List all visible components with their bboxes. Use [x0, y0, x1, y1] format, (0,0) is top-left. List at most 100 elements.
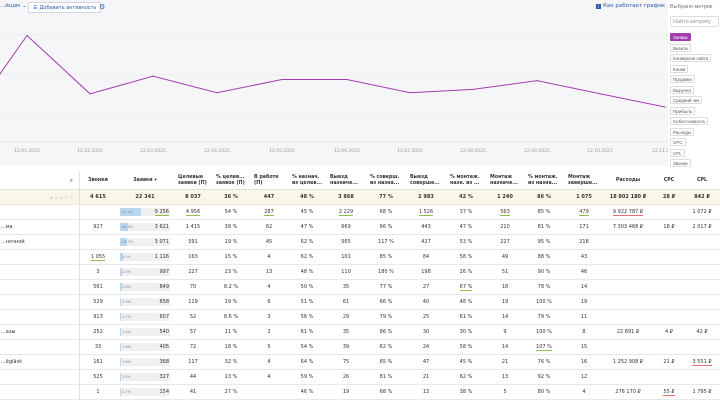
- column-header[interactable]: В работе (П): [254, 175, 279, 186]
- cell-value: 61: [342, 299, 350, 305]
- column-header[interactable]: Выезд назначе...: [330, 175, 358, 186]
- cell-value: 19: [501, 299, 509, 305]
- requests-bar-cell: 2.9% 658: [116, 298, 174, 306]
- group-by-dropdown[interactable]: ...йцам ⌄: [0, 3, 27, 9]
- total-cell: 77 %: [379, 194, 393, 200]
- table-cell: 18: [486, 284, 524, 290]
- data-point[interactable]: [281, 78, 283, 81]
- share-bar: 13.7% 3 071: [120, 238, 170, 246]
- x-tick-label: 12.03.2025: [140, 148, 166, 154]
- cell-value: 18 %: [224, 344, 238, 350]
- cell-value: 57: [189, 329, 197, 335]
- table-cell: 77 %: [366, 284, 406, 290]
- row-label: [0, 310, 80, 324]
- table-cell: 50 %: [288, 284, 326, 290]
- column-header[interactable]: Звонки: [88, 177, 108, 183]
- data-point[interactable]: [409, 92, 411, 94]
- table-row[interactable]: ...азы 252 2.4% 540 57 11 % 2 61 % 35 86 % 30 30 % 9…: [0, 325, 720, 340]
- metric-chip[interactable]: CPC: [670, 138, 686, 146]
- data-point[interactable]: [26, 34, 28, 37]
- metric-chip[interactable]: Клики: [670, 64, 689, 73]
- column-header[interactable]: Заявки ▾: [133, 177, 157, 183]
- column-header[interactable]: CPC: [663, 177, 675, 183]
- cell-value: 62 %: [379, 344, 393, 350]
- table-cell: 4 956: [174, 209, 212, 216]
- cell-value: 55 ₽: [663, 389, 675, 396]
- metric-chip[interactable]: Расходы: [670, 127, 695, 136]
- column-header[interactable]: % целев... заявок (П): [216, 175, 245, 186]
- share-percent: 41.4%: [122, 210, 134, 214]
- metric-chip[interactable]: Прибыль: [670, 106, 696, 115]
- table-row[interactable]: 41.4% 9 256 4 956 54 % 287 45 % 2 229 68 % 1 526…: [0, 205, 720, 220]
- data-point[interactable]: [346, 78, 348, 81]
- metric-chip[interactable]: Средний чек: [670, 96, 703, 104]
- data-point[interactable]: [89, 93, 91, 95]
- table-row[interactable]: 529 2.9% 658 119 19 % 6 51 % 61 66 % 40 48 % 19 100 …: [0, 295, 720, 310]
- data-point[interactable]: [216, 92, 218, 94]
- add-activity-label: Добавить активность: [39, 4, 97, 11]
- row-action-icons[interactable]: ⊞ ▤ ⊡ ✎ ☰: [50, 194, 73, 200]
- metric-chip[interactable]: Конверсия сайта: [670, 54, 712, 62]
- column-header[interactable]: % монтаж. назн. из ...: [450, 175, 480, 186]
- table-row[interactable]: ...ночной 13.7% 3 071 591 19 % 45 62 % 565 117 %…: [0, 235, 720, 250]
- metric-chip[interactable]: Заявки: [670, 33, 691, 41]
- cell-value: 37 %: [459, 209, 473, 215]
- metric-chip[interactable]: CPL: [670, 148, 685, 157]
- metric-chip[interactable]: Звонки: [670, 159, 691, 167]
- table-cell: 591: [174, 239, 212, 245]
- metric-chip[interactable]: Выручка: [670, 85, 694, 94]
- gear-icon[interactable]: ⚙: [99, 3, 106, 11]
- data-point[interactable]: [472, 88, 474, 90]
- header-search: ⌕: [0, 172, 80, 189]
- cell-value: 2 017 ₽: [692, 224, 712, 230]
- cell-value: 3 551 ₽: [692, 359, 712, 366]
- data-point[interactable]: [599, 93, 601, 95]
- add-activity-button[interactable]: ☰ Добавить активность: [28, 2, 102, 13]
- table-row[interactable]: 913 2.7% 607 52 8.6 % 3 56 % 29 79 % 25 61 % 14 79 %…: [0, 310, 720, 325]
- cell-value: 101: [341, 254, 351, 260]
- column-header[interactable]: Расходы: [615, 177, 641, 183]
- column-header[interactable]: % монтаж. из назна...: [528, 175, 558, 186]
- search-icon[interactable]: ⌕: [69, 176, 73, 184]
- requests-value: 3 071: [154, 239, 169, 245]
- column-header[interactable]: Выезд соверше...: [410, 175, 440, 186]
- table-row[interactable]: 1 0.7% 154 41 27 % 46 % 19 68 % 13 38 % 5 80 % 4 276 …: [0, 385, 720, 400]
- column-header[interactable]: Монтаж назначе...: [490, 175, 518, 186]
- data-point[interactable]: [536, 80, 538, 82]
- cell-value: 92 %: [537, 374, 551, 380]
- share-bar: 2.7% 607: [120, 313, 170, 321]
- column-header[interactable]: % соверш. из назна...: [370, 175, 400, 186]
- data-point[interactable]: [664, 106, 666, 108]
- table-row[interactable]: 1 055 5.0% 1 116 163 15 % 4 62 % 101 85 % 84 58 % 4…: [0, 250, 720, 265]
- total-row[interactable]: ⊞ ▤ ⊡ ✎ ☰ 4 615 22 341 8 037 36 % 447 48 % 3 86…: [0, 190, 720, 205]
- table-cell: 3 551 ₽: [686, 359, 718, 366]
- table-row[interactable]: 525 1.5% 327 44 13 % 4 59 % 26 81 % 21 62 % 13 92 % 1…: [0, 370, 720, 385]
- how-it-works-link[interactable]: i Как работает график: [596, 3, 665, 9]
- data-point[interactable]: [0, 73, 1, 75]
- cell-value: 41: [189, 389, 197, 395]
- column-header[interactable]: Целевые заявки (П): [178, 175, 207, 186]
- table-cell: 45 %: [288, 209, 326, 215]
- table-row[interactable]: 3 4.5% 997 227 23 % 13 48 % 110 180 % 198 26 % 51 90…: [0, 265, 720, 280]
- table-cell: 19: [486, 299, 524, 305]
- table-cell: 3: [80, 269, 116, 275]
- table-row[interactable]: ...ēglāsk 161 1.6% 368 117 32 % 4 64 % 75 65 % 47 4…: [0, 355, 720, 370]
- cell-value: 4: [267, 359, 271, 365]
- column-header[interactable]: CPL: [696, 177, 708, 183]
- metric-chip[interactable]: Визиты: [670, 43, 692, 52]
- list-icon: ☰: [33, 4, 38, 11]
- requests-bar-cell: 3.8% 849: [116, 283, 174, 291]
- metric-chip[interactable]: Себестоимость: [670, 117, 709, 125]
- table-header[interactable]: ⌕ Звонки Заявки ▾ Целевые заявки (П) % целев…: [0, 172, 720, 190]
- table-row[interactable]: ...ма 927 16.2% 3 621 1 415 39 % 62 47 % 669 66 %…: [0, 220, 720, 235]
- table-cell: 19 %: [212, 239, 250, 245]
- column-header[interactable]: Монтаж заверше...: [568, 175, 598, 186]
- table-row[interactable]: 33 1.8% 405 72 18 % 5 54 % 39 62 % 24 58 % 14 107 % 1…: [0, 340, 720, 355]
- data-point[interactable]: [152, 75, 154, 77]
- metric-search-input[interactable]: Найти метрику: [670, 16, 719, 27]
- table-cell: 2: [250, 329, 288, 335]
- table-row[interactable]: 561 3.8% 849 70 8.2 % 4 50 % 35 77 % 27 67 % 18 78 %…: [0, 280, 720, 295]
- column-header[interactable]: % назнач. из целев...: [292, 175, 322, 186]
- metric-chip[interactable]: Продажи: [670, 75, 695, 83]
- cell-value: 4 956: [185, 209, 201, 216]
